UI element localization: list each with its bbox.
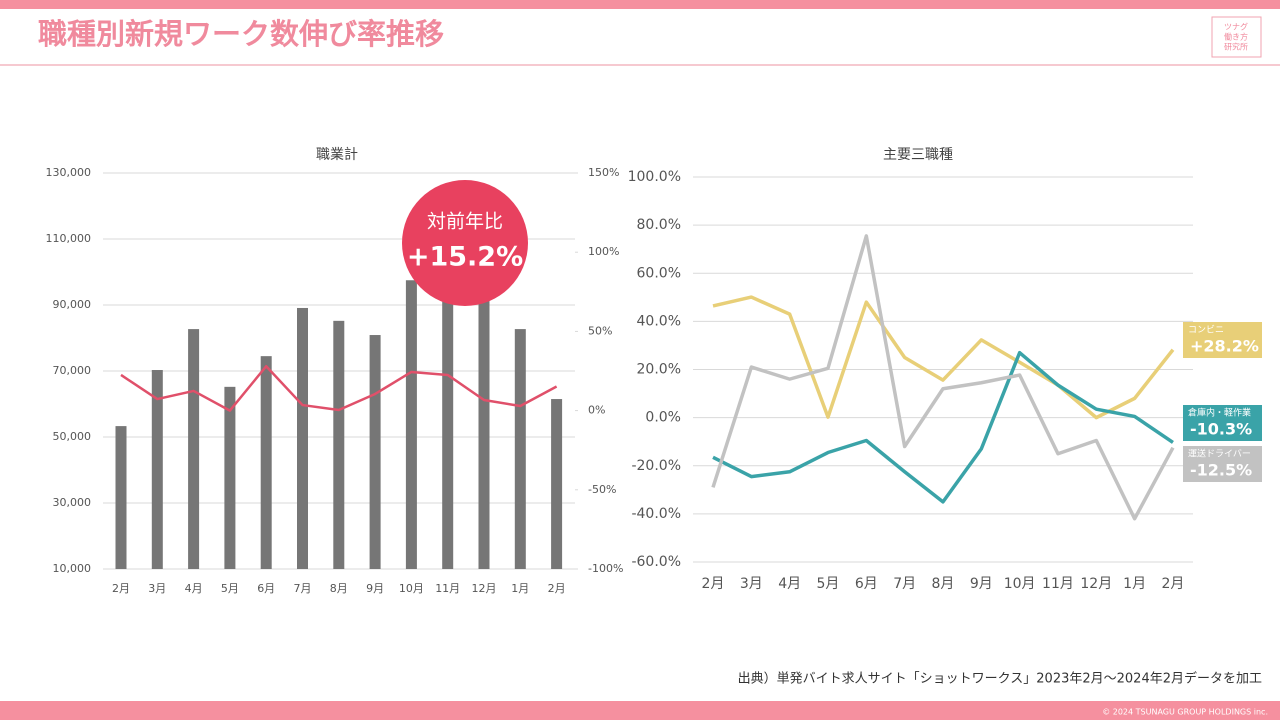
chart-title: 職業計: [316, 147, 358, 163]
y-tick-label: 50,000: [53, 430, 92, 443]
y-tick-label: 0.0%: [645, 410, 681, 426]
logo-box: [1211, 16, 1262, 58]
y-tick-label: 90,000: [53, 298, 92, 311]
end-label-value: -10.3%: [1190, 420, 1252, 439]
x-tick-label: 1月: [511, 582, 529, 595]
logo-text: 研究所: [1224, 42, 1248, 52]
y-tick-label: 70,000: [53, 364, 92, 377]
bar: [551, 399, 563, 569]
page-title: 職種別新規ワーク数伸び率推移: [38, 17, 444, 51]
end-label-name: 運送ドライバー: [1188, 448, 1251, 460]
x-tick-label: 2月: [1161, 576, 1184, 592]
line-series: [120, 364, 558, 412]
x-tick-label: 1月: [1123, 576, 1146, 592]
end-label-name: コンビニ: [1188, 325, 1224, 336]
end-label-box: [1183, 405, 1262, 441]
bar: [478, 295, 490, 569]
end-label-box: [1183, 446, 1262, 482]
x-tick-label: 12月: [1080, 576, 1112, 592]
callout-value: +15.2%: [407, 242, 523, 273]
bar: [151, 370, 163, 569]
x-tick-label: 2月: [112, 582, 130, 595]
logo-text: ツナグ: [1224, 22, 1248, 32]
header-band: [0, 0, 1280, 9]
y-tick-label: -60.0%: [631, 554, 681, 570]
x-tick-label: 3月: [740, 576, 763, 592]
x-tick-label: 11月: [1042, 576, 1074, 592]
x-tick-label: 6月: [257, 582, 275, 595]
x-tick-label: 10月: [399, 582, 424, 595]
x-tick-label: 4月: [778, 576, 801, 592]
y-tick-label: 100.0%: [628, 169, 681, 185]
end-label-name: 倉庫内・軽作業: [1188, 407, 1251, 419]
bar: [260, 356, 272, 569]
x-tick-label: 2月: [548, 582, 566, 595]
y-tick-label: 110,000: [46, 232, 92, 245]
y-tick-label: 80.0%: [637, 217, 681, 233]
footer-band: [0, 701, 1280, 720]
y-tick-label: -20.0%: [631, 458, 681, 474]
y2-tick-label: 150%: [588, 166, 619, 179]
line-series: [712, 295, 1175, 420]
bar: [442, 288, 454, 569]
y-tick-label: 10,000: [53, 562, 92, 575]
y2-tick-label: -100%: [588, 562, 623, 575]
line-series: [711, 234, 1175, 521]
bar: [188, 329, 200, 569]
y-tick-label: 40.0%: [637, 313, 681, 329]
line-series: [712, 350, 1174, 504]
x-tick-label: 12月: [472, 582, 497, 595]
bar: [369, 335, 381, 569]
callout-badge: [402, 180, 528, 306]
y2-tick-label: 100%: [588, 245, 619, 258]
x-tick-label: 10月: [1004, 576, 1036, 592]
chart-title: 主要三職種: [883, 147, 953, 163]
copyright: © 2024 TSUNAGU GROUP HOLDINGS inc.: [1102, 708, 1268, 717]
x-tick-label: 3月: [148, 582, 166, 595]
source-note: 出典）単発バイト求人サイト「ショットワークス」2023年2月～2024年2月デー…: [738, 671, 1262, 687]
y-tick-label: 20.0%: [637, 362, 681, 378]
bar: [297, 307, 308, 569]
bar: [224, 386, 236, 569]
x-tick-label: 8月: [330, 582, 348, 595]
x-tick-label: 4月: [185, 582, 203, 595]
bar: [333, 320, 345, 569]
x-tick-label: 9月: [366, 582, 384, 595]
bar: [514, 329, 526, 569]
end-label-value: -12.5%: [1190, 461, 1252, 480]
x-tick-label: 7月: [893, 576, 916, 592]
x-tick-label: 2月: [702, 576, 725, 592]
x-tick-label: 8月: [932, 576, 955, 592]
y2-tick-label: -50%: [588, 483, 616, 496]
x-tick-label: 6月: [855, 576, 878, 592]
y2-tick-label: 0%: [588, 404, 605, 417]
y-tick-label: 60.0%: [637, 265, 681, 281]
y-tick-label: 130,000: [46, 166, 92, 179]
callout-title: 対前年比: [427, 211, 503, 233]
x-tick-label: 11月: [435, 582, 460, 595]
end-label-value: +28.2%: [1190, 337, 1259, 356]
bar: [115, 426, 127, 569]
y-tick-label: -40.0%: [631, 506, 681, 522]
x-tick-label: 5月: [221, 582, 239, 595]
x-tick-label: 9月: [970, 576, 993, 592]
bar: [405, 280, 417, 569]
y-tick-label: 30,000: [53, 496, 92, 509]
logo-text: 働き方: [1224, 32, 1248, 42]
x-tick-label: 7月: [294, 582, 312, 595]
y2-tick-label: 50%: [588, 324, 612, 337]
end-label-box: [1183, 322, 1262, 358]
x-tick-label: 5月: [817, 576, 840, 592]
